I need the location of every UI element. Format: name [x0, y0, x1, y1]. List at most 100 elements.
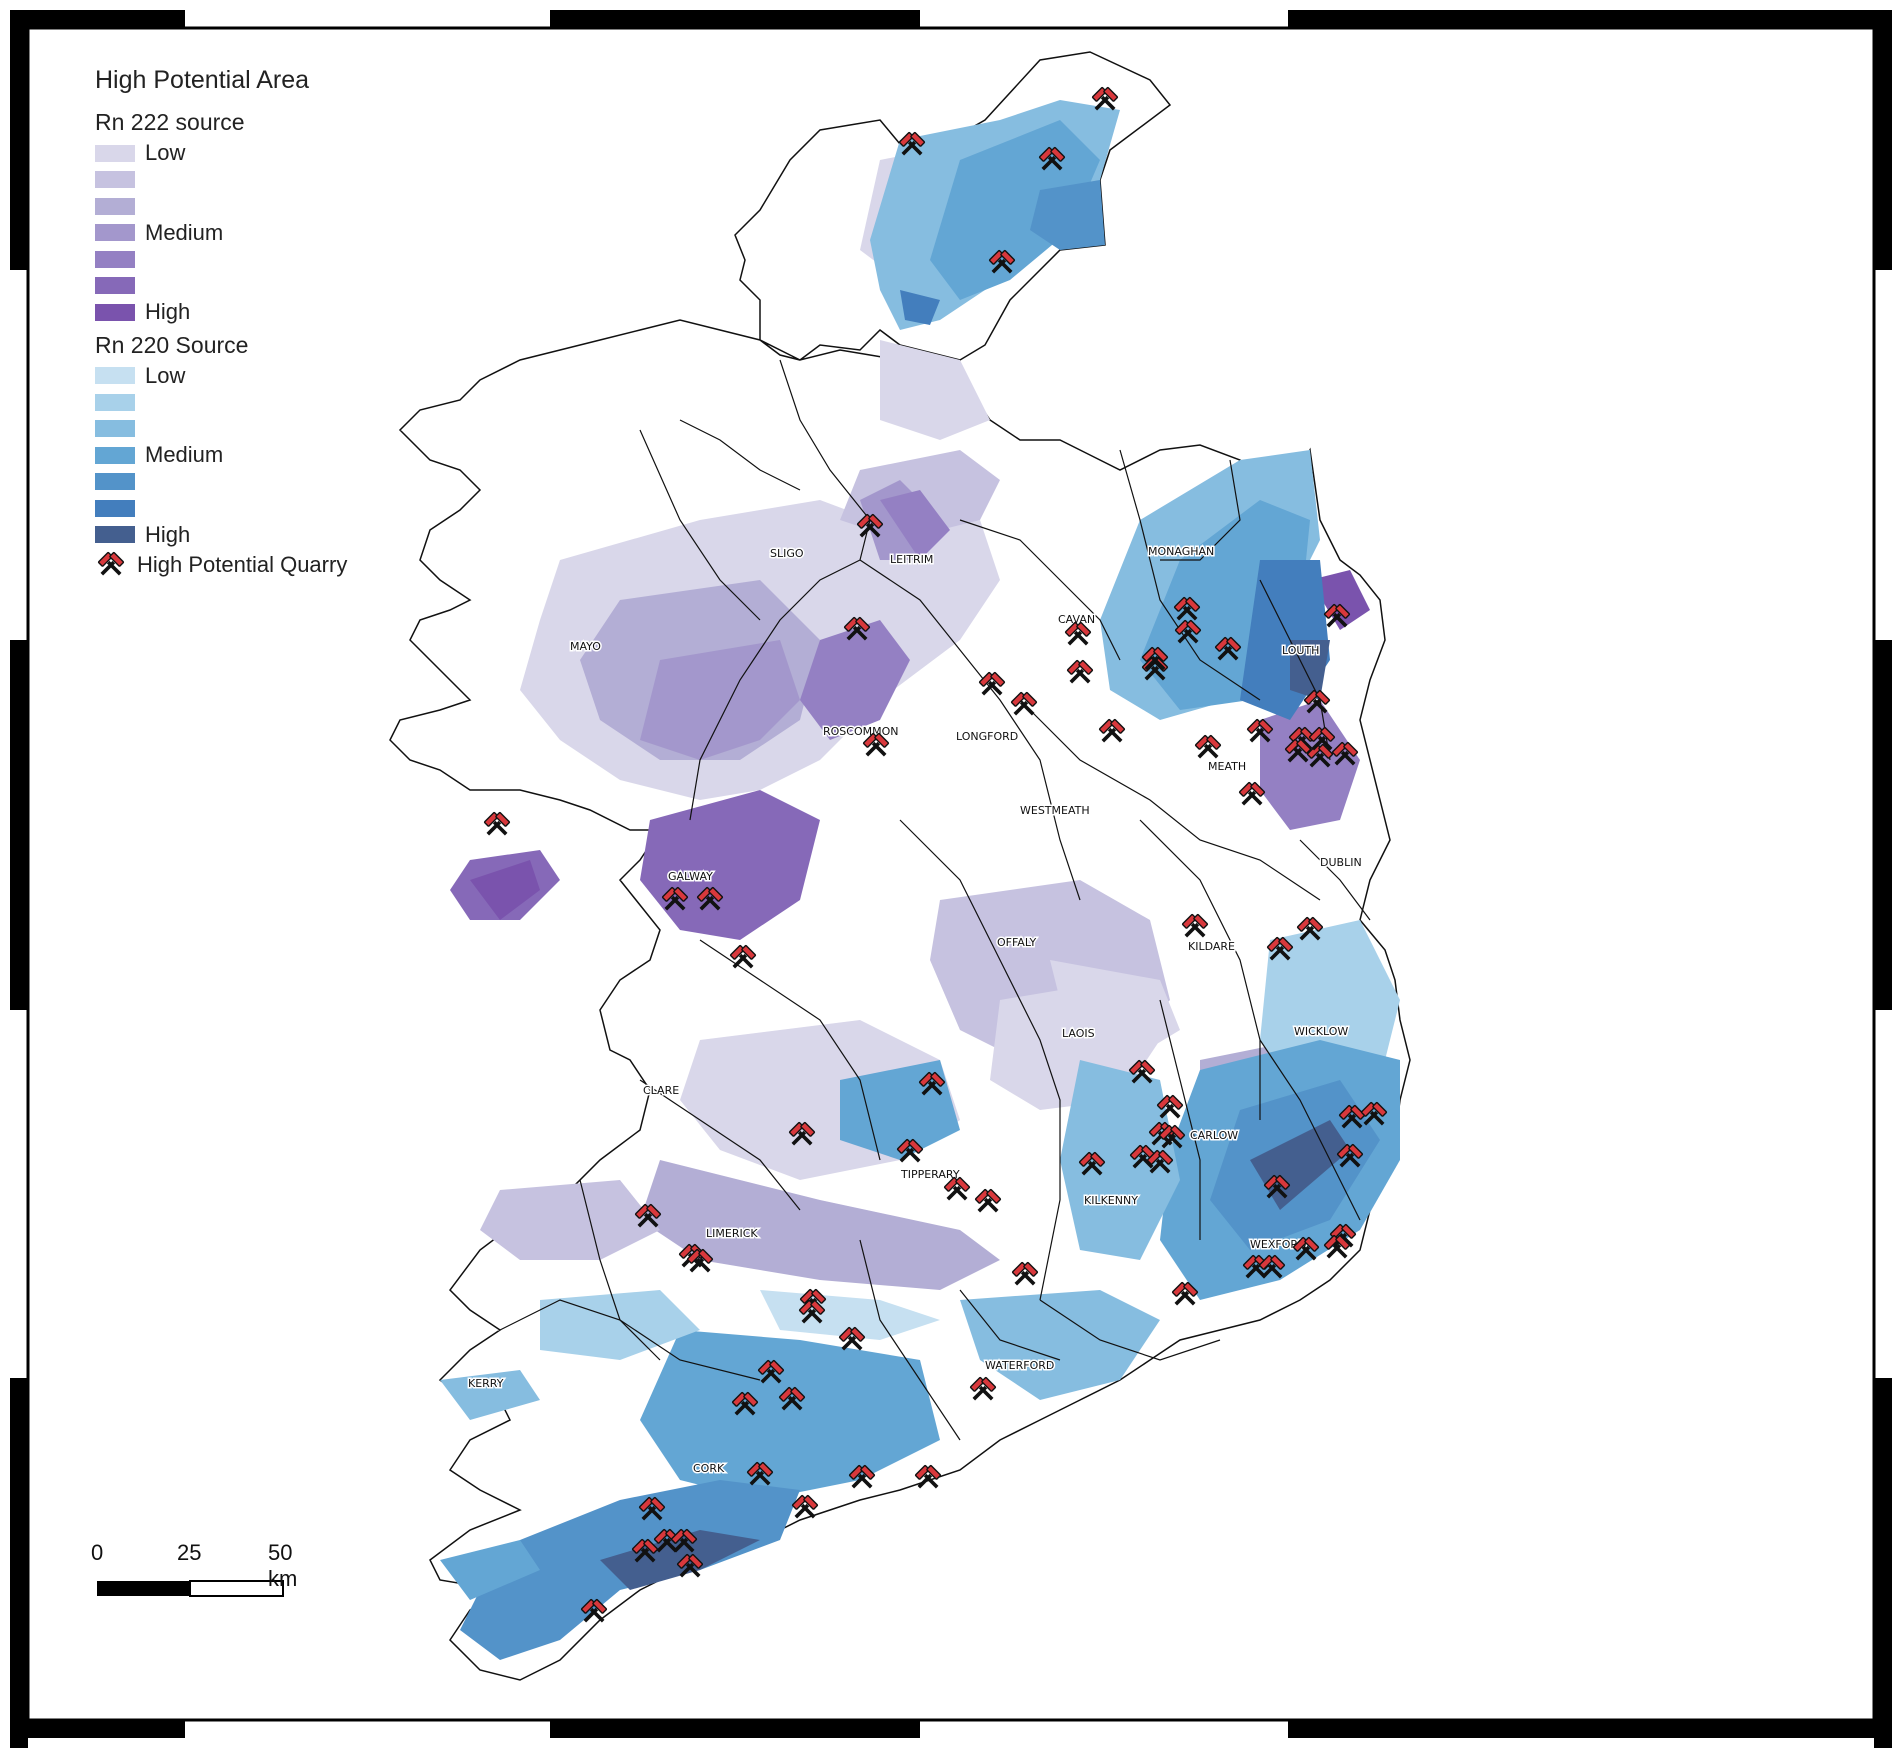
quarry-marker-icon	[1323, 603, 1351, 628]
quarry-marker-icon	[670, 1528, 698, 1553]
quarry-marker-icon	[1214, 636, 1242, 661]
legend-rn222-row	[95, 167, 347, 194]
quarry-marker-icon	[848, 1464, 876, 1489]
legend-rn222-row: High	[95, 299, 347, 326]
legend-swatch-label: High	[145, 299, 191, 325]
county-label-carlow: CARLOW	[1190, 1129, 1238, 1142]
quarry-marker-icon	[1266, 936, 1294, 961]
legend-swatch	[95, 171, 135, 189]
quarry-marker-icon	[843, 616, 871, 641]
legend-quarry-label: High Potential Quarry	[137, 552, 348, 577]
county-label-kerry: KERRY	[468, 1377, 504, 1390]
quarry-marker-icon	[1146, 1149, 1174, 1174]
quarry-marker-icon	[943, 1176, 971, 1201]
graticule-tick	[1658, 10, 1892, 28]
quarry-marker-icon	[1038, 146, 1066, 171]
quarry-marker-icon	[978, 671, 1006, 696]
quarry-marker-icon	[838, 1326, 866, 1351]
legend-rn220-list: Low Medium High	[95, 363, 347, 549]
quarry-marker-icon	[634, 1203, 662, 1228]
quarry-marker-icon	[1091, 86, 1119, 111]
quarry-marker-icon	[580, 1598, 608, 1623]
quarry-marker-icon	[896, 1138, 924, 1163]
county-label-limerick: LIMERICK	[706, 1227, 758, 1240]
scale-label-25: 25	[177, 1540, 202, 1565]
graticule-tick	[1658, 1720, 1892, 1738]
graticule-tick	[10, 10, 185, 28]
graticule-tick	[1874, 10, 1892, 270]
graticule-tick	[10, 1720, 185, 1738]
legend-swatch	[95, 224, 135, 242]
county-label-dublin: DUBLIN	[1320, 856, 1362, 869]
legend-rn222-list: Low Medium High	[95, 140, 347, 326]
legend-swatch	[95, 303, 135, 321]
graticule-tick	[1288, 1720, 1658, 1738]
quarry-marker-icon	[1174, 619, 1202, 644]
quarry-marker-icon	[988, 249, 1016, 274]
legend-swatch-label: Medium	[145, 219, 224, 245]
graticule-tick	[550, 1720, 920, 1738]
legend-swatch	[95, 393, 135, 411]
county-label-mayo: MAYO	[570, 640, 601, 653]
quarry-marker-icon	[1296, 916, 1324, 941]
quarry-marker-icon	[1338, 1104, 1366, 1129]
quarry-marker-icon	[1263, 1174, 1291, 1199]
county-label-tipperary: TIPPERARY	[900, 1168, 960, 1181]
quarry-marker-icon	[1158, 1124, 1186, 1149]
quarry-marker-icon	[1156, 1094, 1184, 1119]
legend-rn222-heading: Rn 222 source	[95, 109, 245, 135]
county-label-wicklow: WICKLOW	[1294, 1025, 1348, 1038]
legend-rn222-row: Low	[95, 140, 347, 167]
quarry-marker-icon	[1360, 1101, 1388, 1126]
legend-swatch	[95, 250, 135, 268]
legend-swatch	[95, 277, 135, 295]
quarry-marker-icon	[676, 1553, 704, 1578]
ireland-map: SLIGO LEITRIM MONAGHAN MAYO CAVAN LOUTH …	[389, 51, 1411, 1681]
county-label-meath: MEATH	[1208, 760, 1246, 773]
legend-rn220-row	[95, 389, 347, 416]
quarry-marker-icon	[1336, 1143, 1364, 1168]
county-label-westmeath: WESTMEATH	[1020, 804, 1090, 817]
legend-swatch-label: High	[145, 521, 191, 547]
graticule-tick	[10, 1378, 28, 1748]
county-label-monaghan: MONAGHAN	[1148, 545, 1214, 558]
quarry-marker-icon	[729, 944, 757, 969]
legend: High Potential Area Rn 222 source Low Med…	[95, 66, 347, 580]
quarry-marker-icon	[791, 1494, 819, 1519]
county-label-leitrim: LEITRIM	[890, 553, 933, 566]
graticule-tick	[10, 10, 28, 270]
crossed-hammers-icon	[97, 551, 125, 576]
county-label-offaly: OFFALY	[997, 936, 1036, 949]
county-label-kildare: KILDARE	[1188, 940, 1235, 953]
island-outline	[389, 51, 1411, 1681]
county-label-clare: CLARE	[643, 1084, 679, 1097]
quarry-marker-icon	[1258, 1254, 1286, 1279]
quarry-marker-icon	[1238, 781, 1266, 806]
scale-label-50: 50 km	[268, 1540, 298, 1591]
scale-bar-black	[97, 1581, 190, 1596]
quarry-marker-icon	[1011, 1261, 1039, 1286]
scale-label-0: 0	[91, 1540, 104, 1565]
quarry-marker-icon	[1171, 1281, 1199, 1306]
legend-swatch-label: Medium	[145, 442, 224, 468]
legend-rn220-row	[95, 469, 347, 496]
county-label-longford: LONGFORD	[956, 730, 1018, 743]
quarry-marker-icon	[1331, 741, 1359, 766]
quarry-marker-icon	[696, 886, 724, 911]
graticule-tick	[10, 640, 28, 1010]
quarry-marker-icon	[1284, 738, 1312, 763]
quarry-marker-icon	[1323, 1234, 1351, 1259]
legend-swatch	[95, 367, 135, 385]
quarry-marker-icon	[661, 886, 689, 911]
scale-bar-white	[189, 1580, 284, 1597]
legend-swatch	[95, 499, 135, 517]
quarry-marker-icon	[969, 1376, 997, 1401]
legend-swatch	[95, 420, 135, 438]
quarry-marker-icon	[1181, 913, 1209, 938]
legend-rn220-heading: Rn 220 Source	[95, 331, 249, 358]
quarry-marker-icon	[631, 1538, 659, 1563]
county-label-laois: LAOIS	[1062, 1027, 1095, 1040]
quarry-marker-icon	[898, 131, 926, 156]
county-borders	[499, 359, 1371, 1441]
